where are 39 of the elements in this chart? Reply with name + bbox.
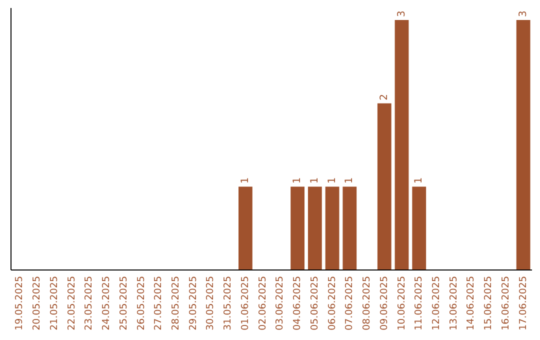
x-tick-label: 11.06.2025 xyxy=(414,276,425,330)
x-tick-label: 13.06.2025 xyxy=(448,276,460,330)
x-tick-label: 06.06.2025 xyxy=(326,276,338,330)
x-tick-label: 09.06.2025 xyxy=(378,276,390,330)
x-tick-label: 04.06.2025 xyxy=(292,276,304,330)
x-tick-label: 19.05.2025 xyxy=(14,276,26,330)
data-label: 1 xyxy=(326,177,338,184)
data-label: 1 xyxy=(240,177,251,184)
x-tick-label: 22.05.2025 xyxy=(66,276,78,330)
x-tick-label: 29.05.2025 xyxy=(188,276,199,330)
x-tick-label: 17.06.2025 xyxy=(518,276,529,330)
x-tick-label: 20.05.2025 xyxy=(32,276,43,330)
x-tick-label: 23.05.2025 xyxy=(84,276,95,330)
x-tick-label: 15.06.2025 xyxy=(483,276,494,330)
x-tick-label: 10.06.2025 xyxy=(396,276,408,330)
x-tick-label: 31.05.2025 xyxy=(222,276,234,330)
x-tick-label: 21.05.2025 xyxy=(48,276,60,330)
x-tick-label: 08.06.2025 xyxy=(362,276,373,330)
x-tick-label: 28.05.2025 xyxy=(170,276,182,330)
x-tick-label: 30.05.2025 xyxy=(205,276,216,330)
x-tick-label: 05.06.2025 xyxy=(309,276,320,330)
x-tick-label: 24.05.2025 xyxy=(101,276,112,330)
x-tick-label: 26.05.2025 xyxy=(136,276,147,330)
x-tick-label: 12.06.2025 xyxy=(430,276,442,330)
data-label: 3 xyxy=(396,10,408,17)
x-tick-label: 16.06.2025 xyxy=(500,276,512,330)
x-tick-label: 07.06.2025 xyxy=(344,276,356,330)
x-tick-label: 27.05.2025 xyxy=(153,276,164,330)
data-label: 1 xyxy=(292,177,304,184)
data-label: 1 xyxy=(309,177,320,184)
data-label: 2 xyxy=(378,94,390,100)
x-tick-label: 14.06.2025 xyxy=(466,276,477,330)
data-label: 3 xyxy=(518,10,529,17)
x-tick-label: 02.06.2025 xyxy=(257,276,268,330)
data-label: 1 xyxy=(344,177,356,184)
data-label: 1 xyxy=(414,177,425,184)
x-tick-label: 01.06.2025 xyxy=(240,276,251,330)
x-tick-label: 03.06.2025 xyxy=(274,276,286,330)
x-tick-label: 25.05.2025 xyxy=(118,276,130,330)
